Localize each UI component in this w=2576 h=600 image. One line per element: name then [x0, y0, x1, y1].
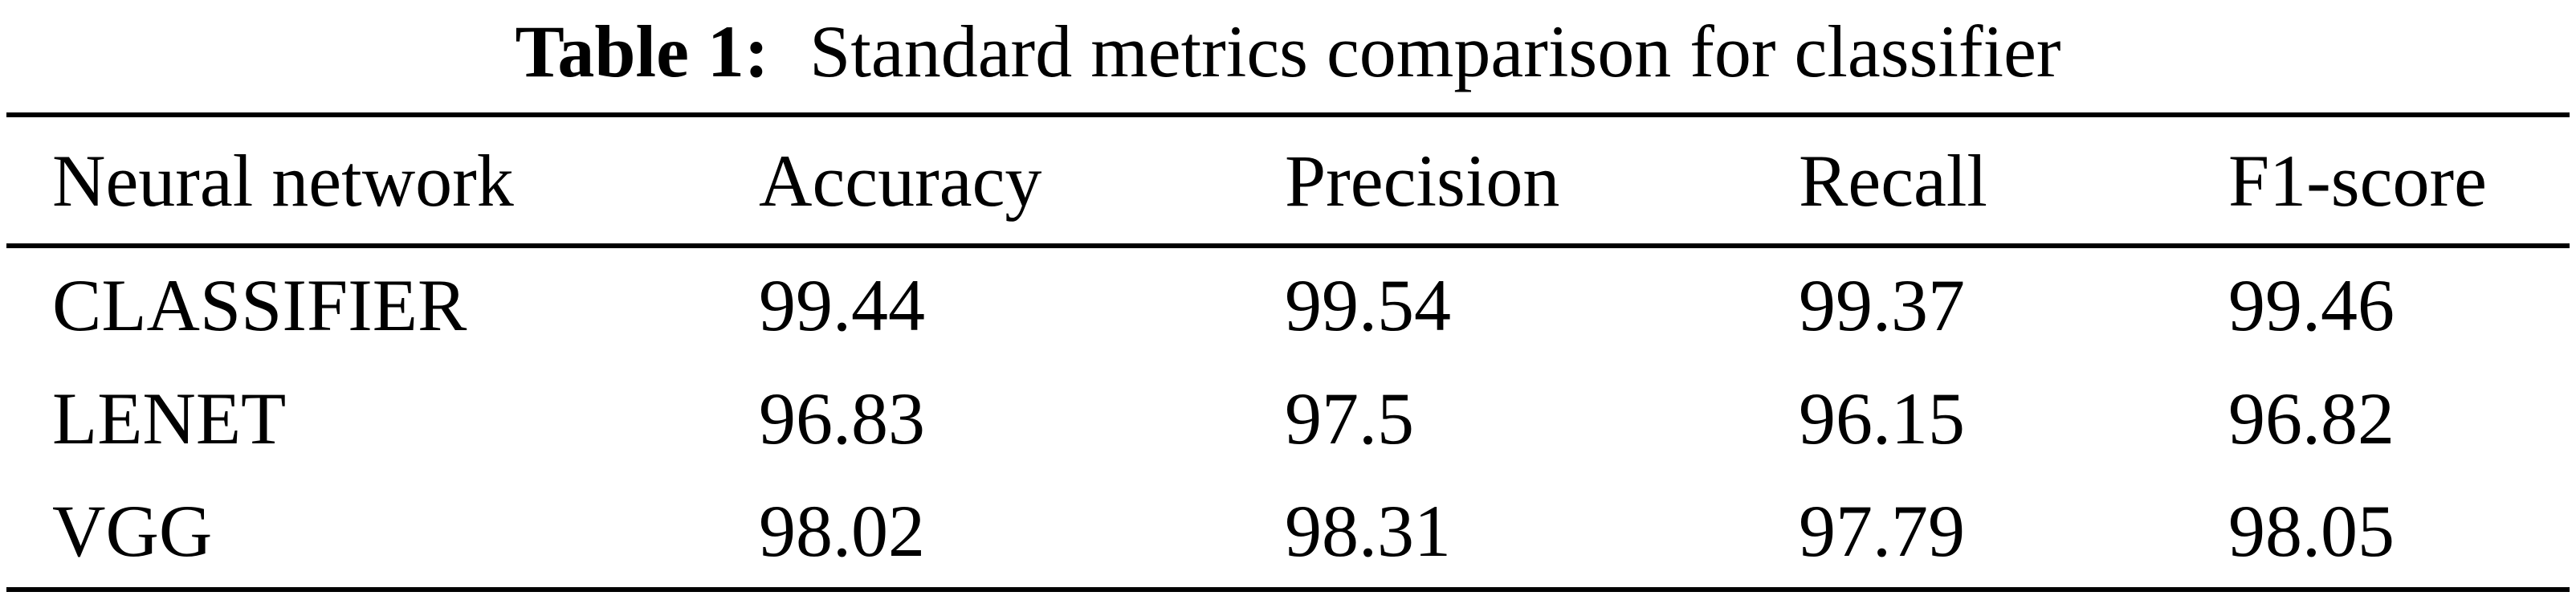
- table-top-rule: [6, 112, 2570, 117]
- table-caption: Table 1: Standard metrics comparison for …: [0, 0, 2576, 103]
- column-header-precision: Precision: [1285, 139, 1560, 222]
- cell-f1-score: 99.46: [2228, 263, 2395, 346]
- cell-accuracy: 96.83: [759, 377, 925, 459]
- cell-accuracy: 98.02: [759, 490, 925, 572]
- cell-f1-score: 98.05: [2228, 490, 2395, 572]
- cell-accuracy: 99.44: [759, 263, 925, 346]
- column-header-accuracy: Accuracy: [759, 139, 1042, 222]
- cell-recall: 96.15: [1799, 377, 1965, 459]
- table-row: LENET 96.83 97.5 96.15 96.82: [6, 361, 2570, 475]
- table-caption-label: Table 1:: [515, 10, 769, 92]
- table-header-rule: [6, 243, 2570, 248]
- row-network-name: LENET: [52, 377, 287, 459]
- table-header-row: Neural network Accuracy Precision Recall…: [6, 117, 2570, 243]
- cell-precision: 98.31: [1285, 490, 1451, 572]
- row-network-name: VGG: [52, 490, 213, 572]
- table-row: VGG 98.02 98.31 97.79 98.05: [6, 475, 2570, 587]
- cell-precision: 99.54: [1285, 263, 1451, 346]
- cell-recall: 97.79: [1799, 490, 1965, 572]
- row-network-name: CLASSIFIER: [52, 263, 467, 346]
- table-caption-text: Standard metrics comparison for classifi…: [809, 10, 2061, 92]
- cell-precision: 97.5: [1285, 377, 1414, 459]
- column-header-f1-score: F1-score: [2228, 139, 2487, 222]
- table-row: CLASSIFIER 99.44 99.54 99.37 99.46: [6, 248, 2570, 361]
- cell-f1-score: 96.82: [2228, 377, 2395, 459]
- cell-recall: 99.37: [1799, 263, 1965, 346]
- table-bottom-rule: [6, 587, 2570, 592]
- column-header-neural-network: Neural network: [52, 139, 514, 222]
- column-header-recall: Recall: [1799, 139, 1987, 222]
